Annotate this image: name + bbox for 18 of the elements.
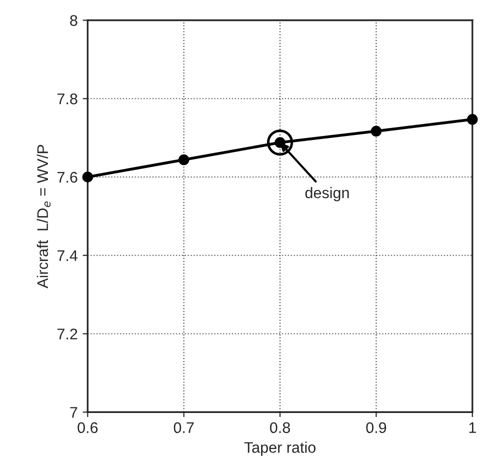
point bbox=[82, 172, 94, 182]
point bbox=[370, 126, 382, 137]
y-tick-label: 7.4 bbox=[57, 250, 78, 261]
y-tick-label: 7.6 bbox=[57, 172, 78, 183]
point bbox=[178, 154, 190, 166]
x-tick-label: 0.9 bbox=[366, 422, 386, 434]
x-tick-label: 0.6 bbox=[78, 422, 98, 434]
annotation: design bbox=[305, 187, 349, 202]
x-tick-label: 0.8 bbox=[270, 422, 290, 434]
point bbox=[467, 114, 478, 125]
y-tick-label: 7 bbox=[70, 407, 78, 418]
y-axis-title: Aircraft L/D$_{e}$ = WV/P bbox=[36, 144, 51, 288]
x-tick-label: 0.7 bbox=[174, 422, 194, 434]
y-tick-label: 7.8 bbox=[57, 93, 78, 104]
x-tick-label: 1 bbox=[469, 422, 476, 433]
y-tick-label: 8 bbox=[70, 15, 78, 26]
x-axis-title: Taper ratio bbox=[244, 442, 316, 456]
y-tick-label: 7.2 bbox=[57, 328, 78, 340]
